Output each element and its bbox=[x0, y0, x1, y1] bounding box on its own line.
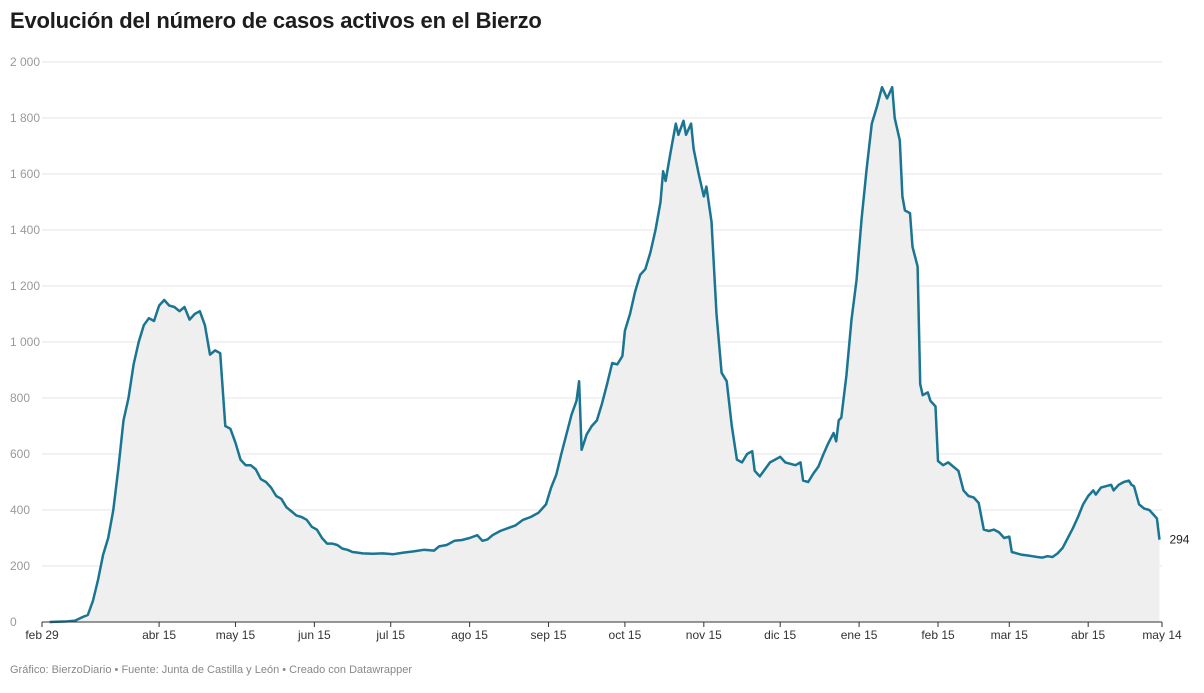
x-tick-label: mar 15 bbox=[991, 628, 1029, 642]
y-tick-label: 1 200 bbox=[10, 279, 40, 293]
y-tick-label: 200 bbox=[10, 559, 30, 573]
y-tick-label: 1 800 bbox=[10, 111, 40, 125]
y-tick-label: 0 bbox=[10, 615, 17, 629]
y-tick-label: 1 400 bbox=[10, 223, 40, 237]
x-tick-label: nov 15 bbox=[686, 628, 722, 642]
y-tick-label: 1 600 bbox=[10, 167, 40, 181]
x-tick-label: feb 15 bbox=[921, 628, 955, 642]
series-area bbox=[49, 87, 1160, 622]
x-tick-label: jul 15 bbox=[375, 628, 405, 642]
x-tick-label: jun 15 bbox=[297, 628, 331, 642]
x-tick-label: ago 15 bbox=[451, 628, 488, 642]
y-axis-ticks: 0 200 400 600 800 1 000 1 200 1 400 1 600 1 800 2 … bbox=[10, 55, 40, 629]
x-tick-label: dic 15 bbox=[764, 628, 796, 642]
chart-footer: Gráfico: BierzoDiario • Fuente: Junta de… bbox=[10, 664, 413, 676]
end-value-label: 294 bbox=[1169, 533, 1189, 547]
x-tick-label: may 14 bbox=[1142, 628, 1182, 642]
series-line bbox=[49, 85, 1161, 624]
y-tick-label: 600 bbox=[10, 447, 30, 461]
x-tick-label: abr 15 bbox=[1071, 628, 1105, 642]
x-tick-label: abr 15 bbox=[142, 628, 176, 642]
x-tick-label: ene 15 bbox=[841, 628, 878, 642]
y-tick-label: 400 bbox=[10, 503, 30, 517]
y-tick-label: 2 000 bbox=[10, 55, 40, 69]
x-tick-label: feb 29 bbox=[25, 628, 59, 642]
chart-title: Evolución del número de casos activos en… bbox=[10, 8, 542, 33]
x-tick-label: oct 15 bbox=[609, 628, 642, 642]
x-tick-label: sep 15 bbox=[531, 628, 567, 642]
y-tick-label: 800 bbox=[10, 391, 30, 405]
x-axis-ticks: feb 29 abr 15 may 15 jun 15 jul 15 ago 15 sep … bbox=[25, 622, 1182, 642]
x-tick-label: may 15 bbox=[216, 628, 256, 642]
y-tick-label: 1 000 bbox=[10, 335, 40, 349]
